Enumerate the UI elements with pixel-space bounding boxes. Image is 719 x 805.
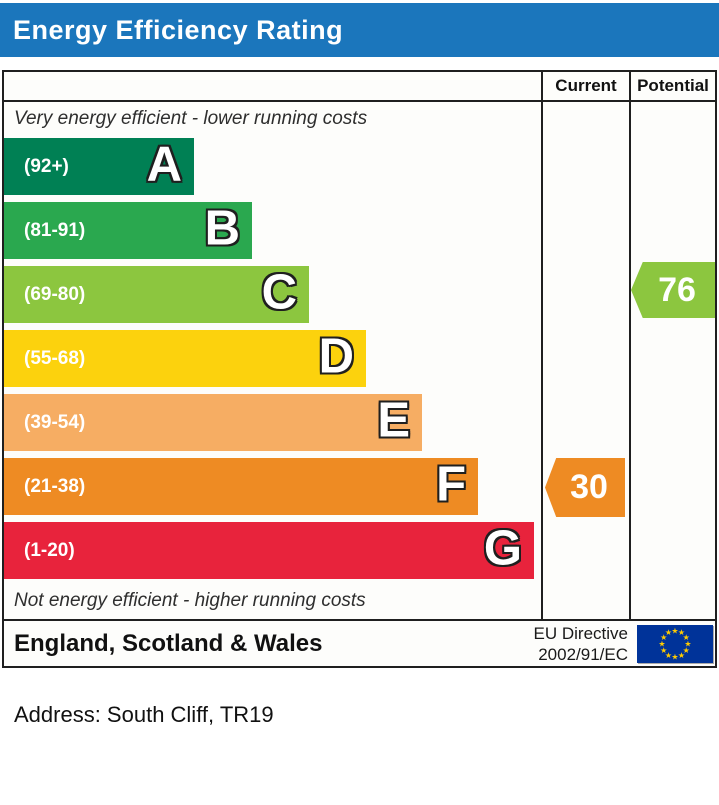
svg-text:★: ★ bbox=[678, 628, 685, 637]
band-letter: G bbox=[483, 521, 522, 576]
band-letter: B bbox=[204, 201, 240, 256]
footer-bar: England, Scotland & Wales EU Directive 2… bbox=[2, 619, 717, 668]
band-row-f: (21-38) F bbox=[4, 458, 478, 515]
svg-text:★: ★ bbox=[671, 653, 678, 662]
potential-column-divider bbox=[629, 72, 631, 619]
current-rating-value: 30 bbox=[570, 468, 608, 506]
band-range-label: (39-54) bbox=[24, 411, 86, 433]
eu-flag-icon: ★ ★★★★★★★★★★★ bbox=[637, 625, 713, 663]
band-range-label: (55-68) bbox=[24, 347, 86, 369]
current-column-divider bbox=[541, 72, 543, 619]
band-letter: C bbox=[261, 265, 297, 320]
caption-not-efficient: Not energy efficient - higher running co… bbox=[14, 590, 366, 611]
page-title: Energy Efficiency Rating bbox=[13, 14, 344, 45]
band-row-d: (55-68) D bbox=[4, 330, 366, 387]
band-letter: D bbox=[318, 329, 354, 384]
band-row-e: (39-54) E bbox=[4, 394, 422, 451]
current-rating-marker: 30 bbox=[545, 458, 625, 517]
eu-directive-line2: 2002/91/EC bbox=[538, 644, 628, 664]
svg-text:★: ★ bbox=[665, 651, 672, 660]
svg-text:★: ★ bbox=[660, 633, 667, 642]
column-header-potential: Potential bbox=[637, 76, 709, 95]
band-letter: A bbox=[146, 137, 182, 192]
band-letter: F bbox=[436, 457, 466, 512]
svg-text:★: ★ bbox=[683, 646, 690, 655]
band-row-g: (1-20) G bbox=[4, 522, 534, 579]
band-row-c: (69-80) C bbox=[4, 266, 309, 323]
svg-text:★: ★ bbox=[684, 640, 691, 649]
title-bar: Energy Efficiency Rating bbox=[0, 3, 719, 57]
band-row-a: (92+) A bbox=[4, 138, 194, 195]
column-header-current: Current bbox=[555, 76, 617, 95]
header-row-divider bbox=[4, 100, 715, 102]
potential-rating-value: 76 bbox=[658, 270, 696, 309]
band-letter: E bbox=[377, 393, 410, 448]
svg-text:★: ★ bbox=[660, 646, 667, 655]
eu-directive-line1: EU Directive bbox=[533, 623, 628, 643]
band-range-label: (21-38) bbox=[24, 475, 86, 497]
svg-text:★: ★ bbox=[678, 651, 685, 660]
potential-rating-marker: 76 bbox=[631, 262, 715, 318]
band-range-label: (1-20) bbox=[24, 539, 75, 561]
rating-table: Current Potential Very energy efficient … bbox=[2, 70, 717, 621]
svg-text:★: ★ bbox=[665, 628, 672, 637]
svg-text:★: ★ bbox=[683, 633, 690, 642]
band-range-label: (69-80) bbox=[24, 283, 86, 305]
band-range-label: (92+) bbox=[24, 155, 69, 177]
band-range-label: (81-91) bbox=[24, 219, 86, 241]
band-row-b: (81-91) B bbox=[4, 202, 252, 259]
footer-region-label: England, Scotland & Wales bbox=[14, 629, 323, 657]
caption-very-efficient: Very energy efficient - lower running co… bbox=[14, 108, 368, 129]
eu-directive-label: EU Directive 2002/91/EC bbox=[528, 623, 628, 665]
svg-text:★: ★ bbox=[658, 640, 665, 649]
svg-text:★: ★ bbox=[671, 627, 678, 636]
address-line: Address: South Cliff, TR19 bbox=[14, 702, 274, 727]
